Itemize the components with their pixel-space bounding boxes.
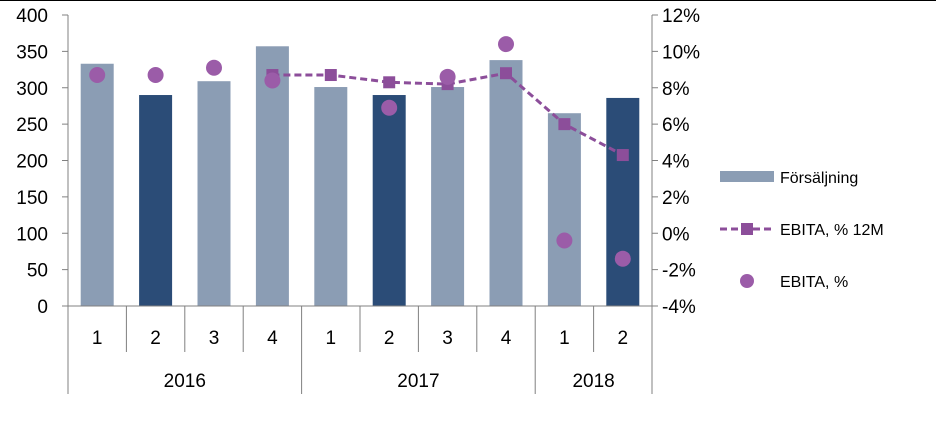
left-tick-label: 50 [27,261,48,282]
bar-forsaljning [431,87,465,307]
bar-forsaljning [80,63,114,307]
year-label: 2017 [397,371,439,392]
point-ebita [89,67,106,84]
left-tick-label: 200 [16,152,48,173]
legend-label-ebita: EBITA, % [780,274,848,291]
quarter-label: 1 [92,328,103,349]
left-tick-label: 0 [37,297,48,318]
right-tick-label: 12% [662,6,700,27]
legend-label-forsaljning: Försäljning [780,170,858,187]
legend-swatch-forsaljning [720,171,774,182]
left-tick-label: 100 [16,224,48,245]
right-tick-label: 4% [662,152,690,173]
quarter-label: 2 [384,328,395,349]
point-ebita-12m [383,76,396,89]
legend-swatch-ebita [740,274,754,288]
point-ebita [614,250,631,267]
right-tick-label: -2% [662,261,696,282]
left-tick-label: 250 [16,115,48,136]
quarter-label: 3 [442,328,453,349]
quarter-label: 2 [150,328,161,349]
bar-forsaljning [372,95,406,307]
bar-forsaljning [489,60,523,307]
left-tick-label: 300 [16,79,48,100]
point-ebita [439,68,456,85]
quarter-label: 2 [618,328,629,349]
bar-forsaljning [255,46,289,306]
quarter-label: 3 [209,328,220,349]
axes: 0 50 100 150 200 250 300 350 400 -4% -2% 0% 2% 4% 6% 8%… [16,6,700,394]
legend-swatch-ebita-12m-marker [741,223,753,235]
left-tick-label: 400 [16,6,48,27]
point-ebita [264,72,281,89]
point-ebita [498,36,514,53]
point-ebita [206,59,222,76]
right-tick-label: 2% [662,188,690,209]
quarter-label: 1 [326,328,337,349]
legend-label-ebita-12m: EBITA, % 12M [780,222,884,239]
left-tick-label: 150 [16,188,48,209]
right-tick-label: 0% [662,224,690,245]
right-tick-label: 8% [662,79,690,100]
scatter-series [89,36,631,267]
point-ebita-12m [500,67,512,80]
point-ebita-12m [616,149,629,162]
quarter-label: 1 [559,328,570,349]
bar-forsaljning [139,95,173,307]
bar-forsaljning [547,113,581,307]
right-tick-label: 6% [662,115,690,136]
bar-forsaljning [606,97,640,306]
quarter-label: 4 [501,328,512,349]
right-tick-label: 10% [662,42,700,63]
point-ebita [556,232,573,249]
quarter-label: 4 [267,328,278,349]
year-label: 2018 [572,371,614,392]
year-label: 2016 [164,371,206,392]
point-ebita [147,67,164,84]
right-tick-label: -4% [662,297,696,318]
point-ebita [381,99,398,116]
left-tick-label: 350 [16,42,48,63]
bar-forsaljning [314,87,348,307]
bar-series [80,46,640,307]
bar-forsaljning [197,81,231,306]
point-ebita-12m [324,69,337,82]
legend: Försäljning EBITA, % 12M EBITA, % [720,170,884,291]
point-ebita-12m [558,118,571,131]
